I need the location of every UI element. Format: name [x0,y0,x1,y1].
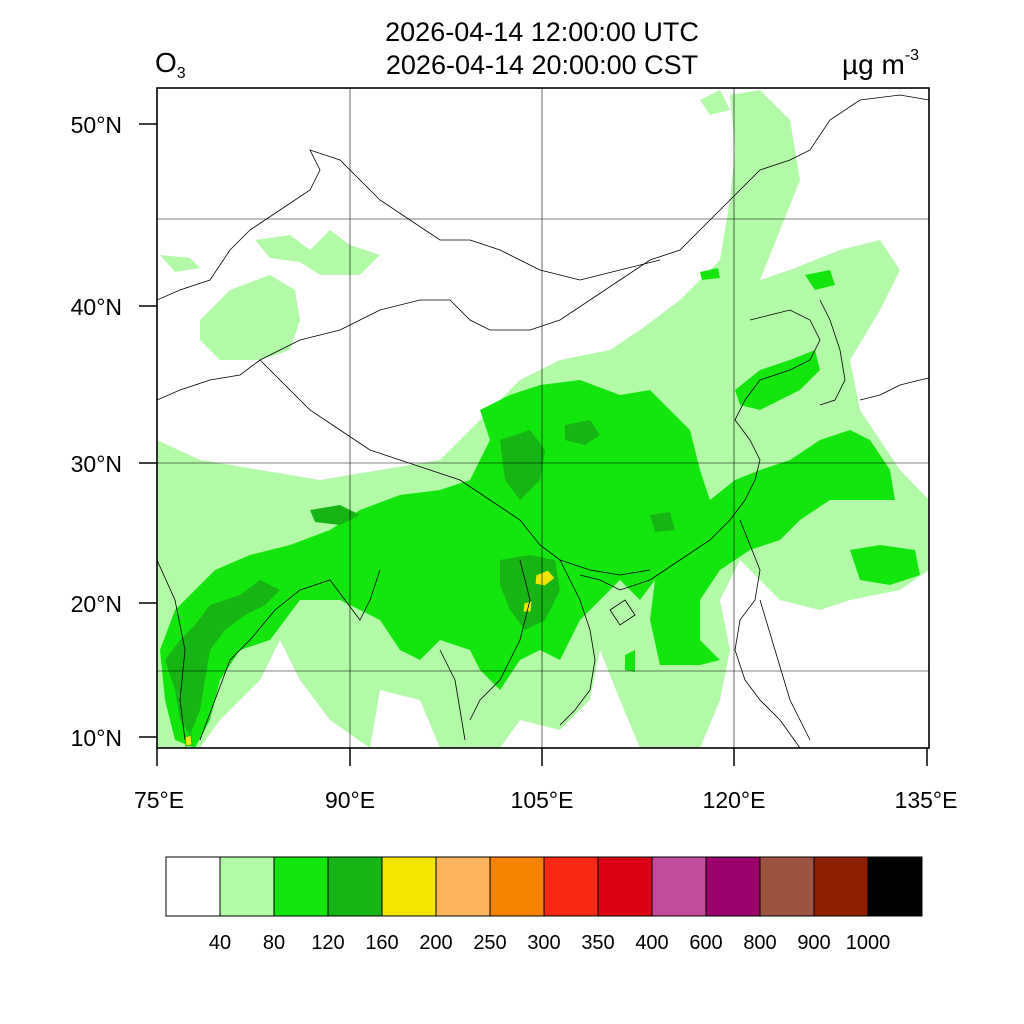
colorbar-swatch [651,856,707,917]
colorbar-tick-label: 1000 [845,932,891,954]
colorbar-tick-label: 80 [262,932,286,954]
colorbar-swatch [327,856,383,917]
colorbar-tick-label: 40 [208,932,232,954]
colorbar-tick-label: 160 [365,932,399,954]
colorbar-swatch [543,856,599,917]
colorbar-tick-label: 800 [743,932,777,954]
ozone-field [157,90,929,748]
country-borders [157,94,929,748]
map-title-utc: 2026-04-14 12:00:00 UTC [385,17,699,47]
colorbar-swatch [759,856,815,917]
colorbar-tick-label: 400 [635,932,669,954]
lon-label-105e: 105°E [510,787,574,813]
unit-label: µg m-3 [842,47,919,81]
colorbar-swatch [867,856,923,917]
colorbar-swatch [813,856,869,917]
axis-ticks [139,123,928,766]
map-title-cst: 2026-04-14 20:00:00 CST [385,50,699,80]
unit-exponent: -3 [904,47,920,64]
lat-label-30n: 30°N [70,451,122,477]
variable-name: O [155,47,177,78]
colorbar-tick-label: 200 [419,932,453,954]
colorbar-tick-label: 600 [689,932,723,954]
colorbar-swatch [165,856,221,917]
lon-label-120e: 120°E [702,787,766,813]
colorbar-tick-label: 300 [527,932,561,954]
lon-label-135e: 135°E [894,787,958,813]
graticule [157,88,929,748]
colorbar [165,856,923,917]
colorbar-tick-label: 350 [581,932,615,954]
colorbar-swatch [705,856,761,917]
colorbar-swatch [435,856,491,917]
lat-label-20n: 20°N [70,591,122,617]
lat-label-50n: 50°N [70,112,122,138]
map-frame [156,87,930,749]
colorbar-tick-label: 900 [797,932,831,954]
colorbar-swatch [597,856,653,917]
lon-label-75e: 75°E [133,787,185,813]
colorbar-swatch [219,856,275,917]
colorbar-swatch [381,856,437,917]
colorbar-tick-label: 250 [473,932,507,954]
lat-label-10n: 10°N [70,725,122,751]
variable-label: O3 [155,47,186,83]
colorbar-swatch [273,856,329,917]
lon-label-90e: 90°E [324,787,376,813]
unit-base: µg m [842,49,905,80]
variable-subscript: 3 [176,65,186,82]
colorbar-tick-label: 120 [311,932,345,954]
colorbar-swatch [489,856,545,917]
lat-label-40n: 40°N [70,294,122,320]
